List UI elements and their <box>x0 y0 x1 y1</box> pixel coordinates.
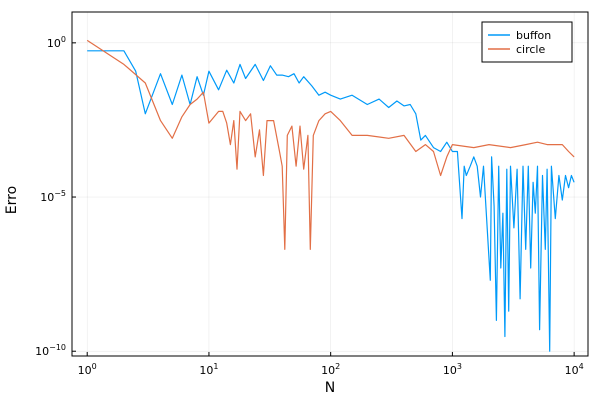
y-tick-label: 10−10 <box>35 343 66 358</box>
x-tick-label: 100 <box>78 362 97 377</box>
y-tick-label: 10−5 <box>40 189 66 204</box>
series-lines <box>86 39 575 352</box>
x-tick-label: 103 <box>443 362 462 377</box>
y-axis-label: Erro <box>4 186 20 214</box>
legend-box <box>481 21 573 63</box>
x-tick-label: 104 <box>565 362 584 377</box>
plot-frame <box>71 11 589 357</box>
x-axis-label: N <box>325 380 335 396</box>
series-line-buffon <box>87 50 575 352</box>
x-tick-label: 101 <box>199 362 218 377</box>
series-line-circle <box>86 39 575 250</box>
axis-ticks: 100 101 102 103 104 100 10−5 10−10 <box>35 35 584 377</box>
legend-label-buffon: buffon <box>516 29 551 42</box>
legend-label-circle: circle <box>516 43 545 56</box>
y-tick-label: 100 <box>47 35 66 50</box>
x-tick-label: 102 <box>321 362 340 377</box>
